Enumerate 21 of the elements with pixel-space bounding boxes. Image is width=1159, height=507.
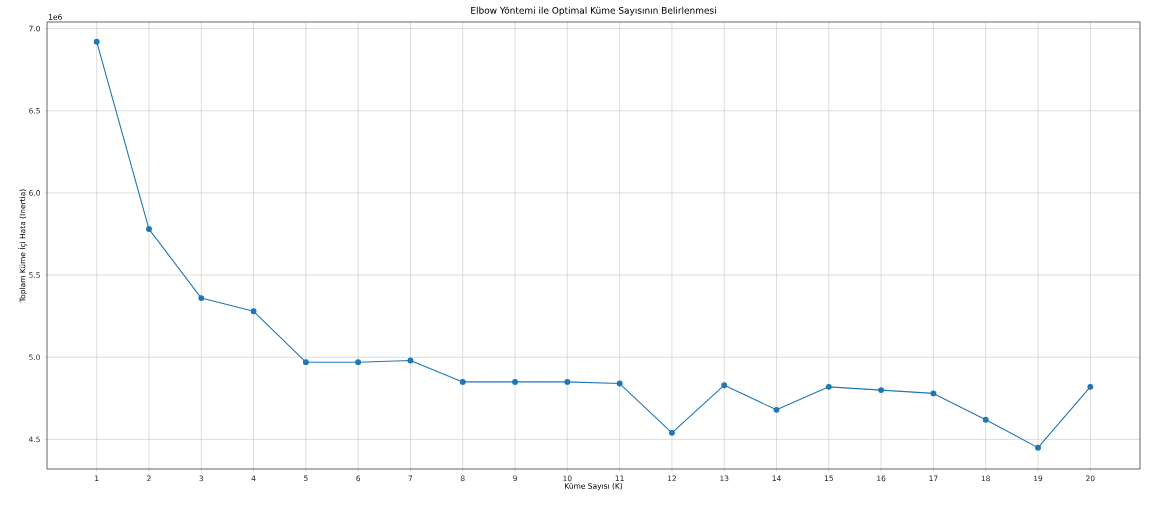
point (355, 359, 362, 366)
point (198, 295, 205, 302)
point (250, 308, 257, 315)
point (93, 38, 100, 45)
point (564, 378, 571, 385)
point (721, 382, 728, 389)
point (930, 390, 937, 397)
point (982, 416, 989, 423)
point (825, 383, 832, 390)
point (773, 406, 780, 413)
point (1035, 444, 1041, 451)
point (512, 378, 518, 385)
chart-title: Elbow Yöntemi ile Optimal Küme Sayısının Belirlenmesi (471, 6, 716, 16)
point (302, 359, 309, 366)
point (616, 380, 623, 387)
point (1087, 383, 1094, 390)
point (878, 387, 885, 394)
point (459, 378, 466, 385)
point (669, 429, 675, 436)
point (146, 226, 152, 233)
point (407, 357, 414, 364)
